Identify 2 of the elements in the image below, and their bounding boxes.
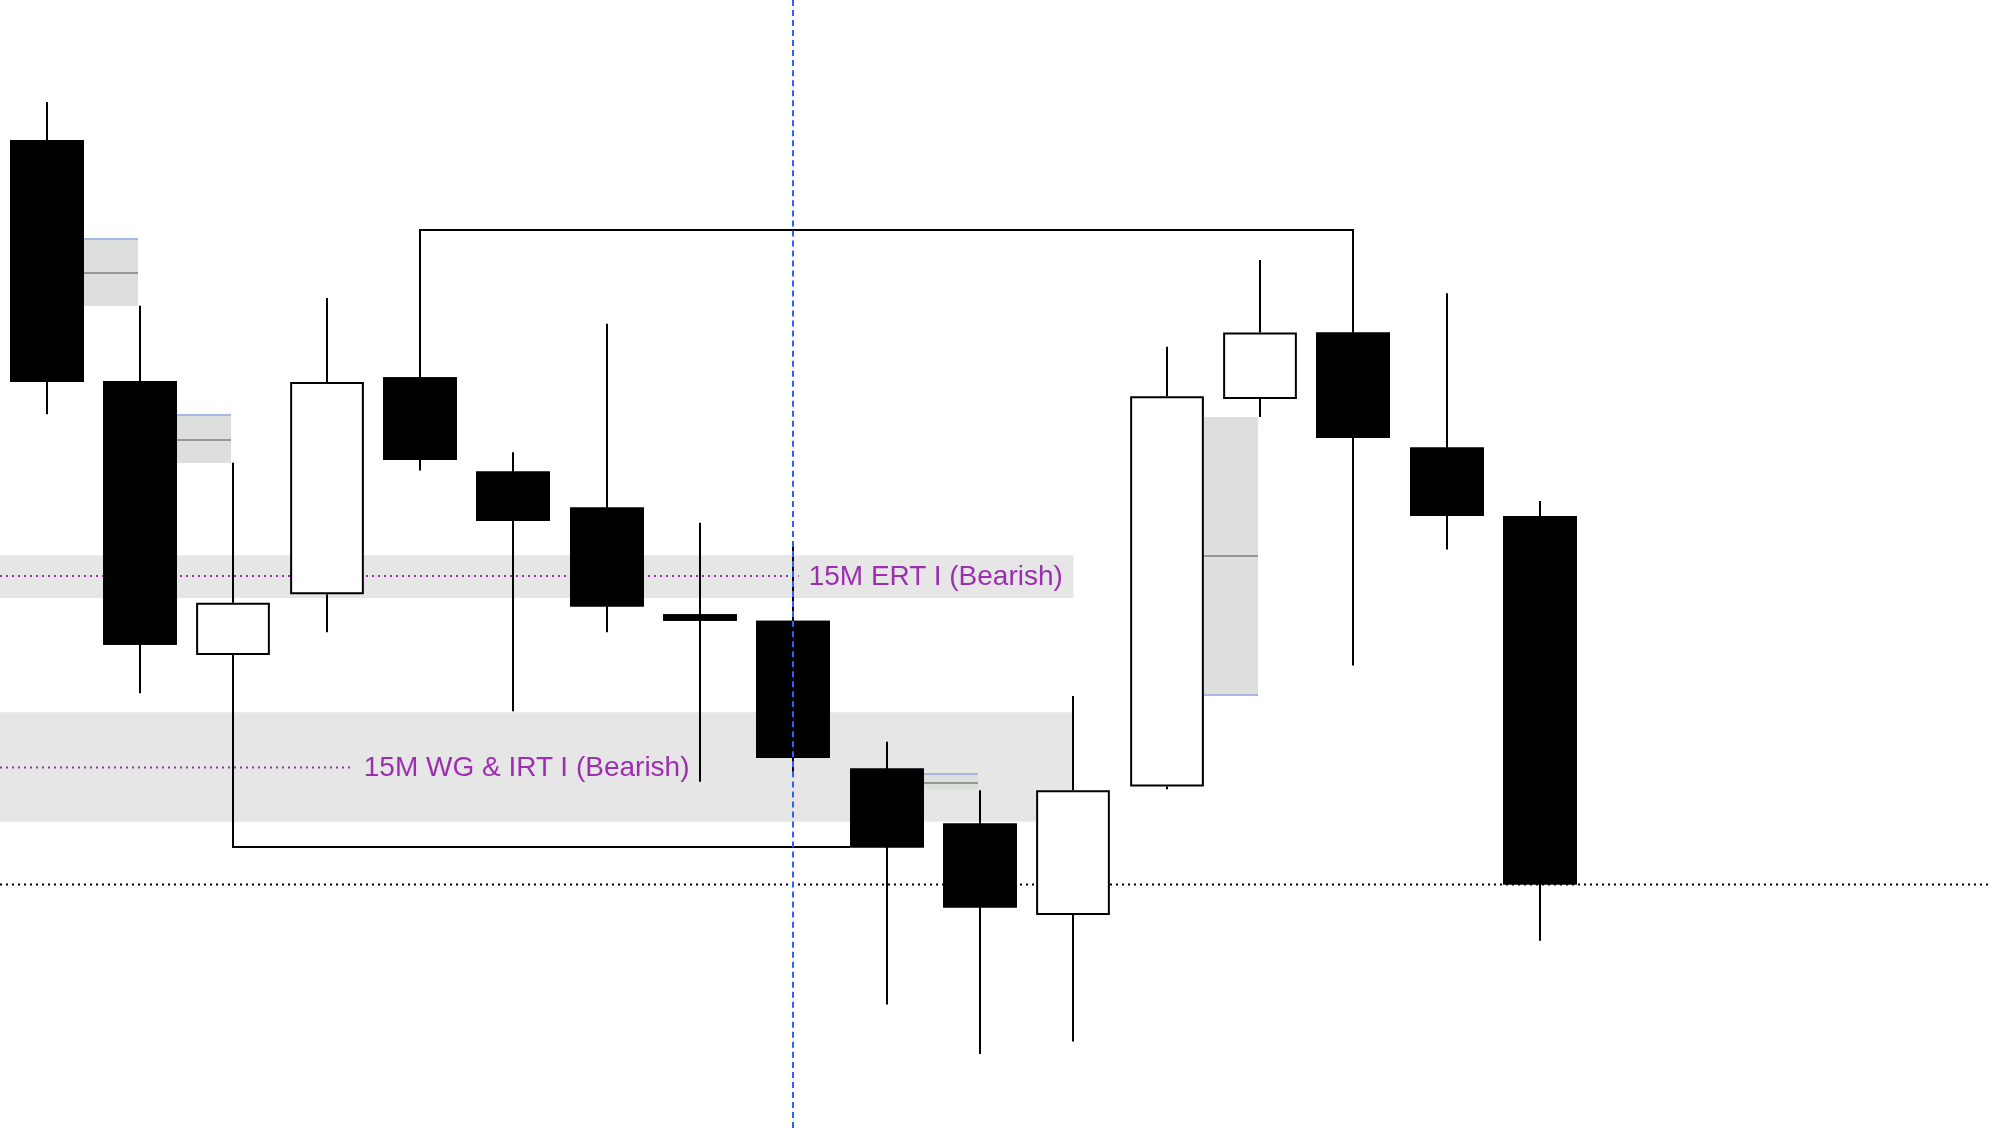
ref-line-label: 15M ERT I (Bearish)	[808, 559, 1063, 591]
ref-line-label: 15M WG & IRT I (Bearish)	[363, 751, 690, 783]
